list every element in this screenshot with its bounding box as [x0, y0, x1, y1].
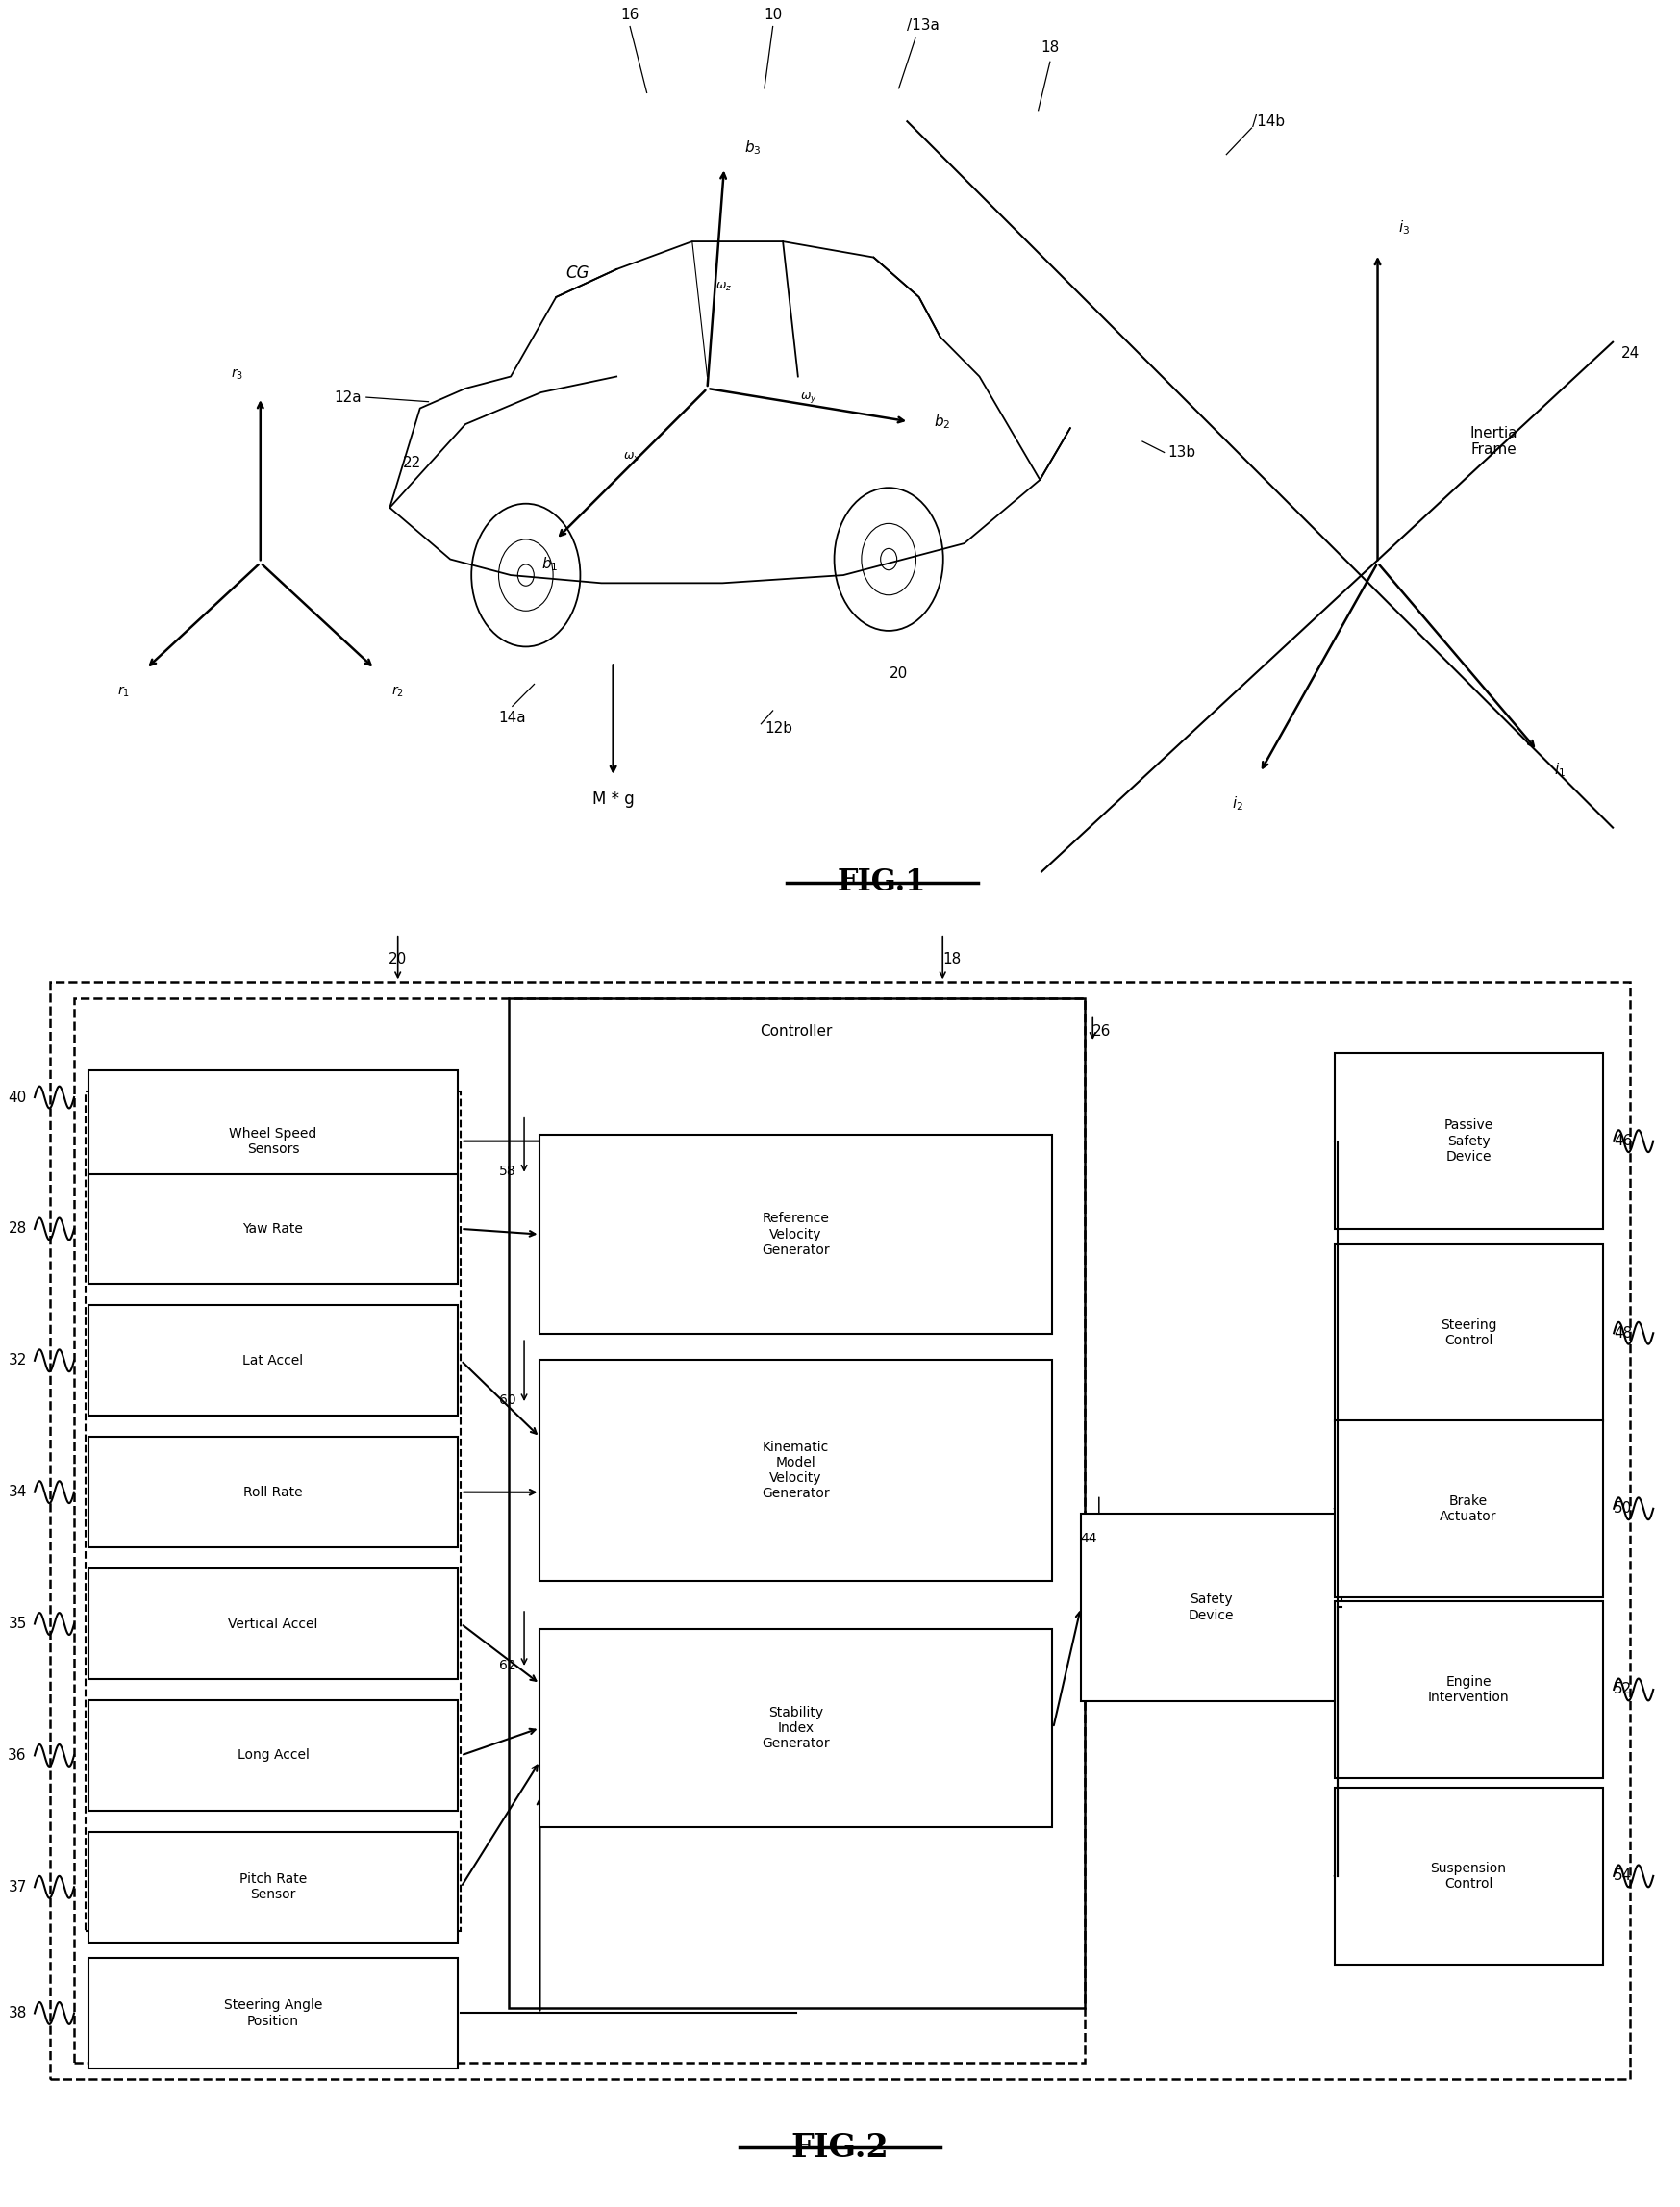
Text: 40: 40 [8, 1090, 27, 1104]
Bar [1080, 1514, 1341, 1702]
Bar [89, 1304, 459, 1415]
Text: $i_2$: $i_2$ [1231, 795, 1243, 812]
Text: $\omega_x$: $\omega_x$ [623, 450, 640, 463]
Text: 24: 24 [1621, 346, 1640, 360]
Text: /13a: /13a [907, 18, 939, 33]
Text: 28: 28 [8, 1223, 27, 1236]
Text: Roll Rate: Roll Rate [244, 1485, 302, 1499]
Bar [50, 982, 1630, 2079]
Text: 58: 58 [499, 1165, 516, 1179]
Text: Passive
Safety
Device: Passive Safety Device [1443, 1119, 1494, 1163]
Text: Inertia
Frame: Inertia Frame [1470, 426, 1517, 457]
Text: 13b: 13b [1168, 446, 1196, 459]
Bar [1334, 1421, 1603, 1598]
Text: 20: 20 [388, 951, 407, 967]
Bar [1334, 1602, 1603, 1779]
Text: 50: 50 [1614, 1501, 1633, 1516]
Text: 32: 32 [8, 1353, 27, 1368]
Bar [74, 998, 1085, 2064]
Bar [539, 1629, 1052, 1827]
Text: 18: 18 [942, 951, 961, 967]
Text: 34: 34 [8, 1485, 27, 1499]
Text: Safety
Device: Safety Device [1188, 1593, 1233, 1622]
Text: Suspension
Control: Suspension Control [1431, 1861, 1507, 1891]
Text: 18: 18 [1040, 40, 1060, 55]
Text: 20: 20 [889, 667, 909, 682]
Text: Wheel Speed
Sensors: Wheel Speed Sensors [228, 1126, 318, 1156]
Text: $b_1$: $b_1$ [541, 556, 558, 574]
Text: Yaw Rate: Yaw Rate [244, 1223, 304, 1236]
Text: 22: 22 [402, 457, 422, 470]
Text: 10: 10 [763, 7, 783, 22]
Bar [1334, 1053, 1603, 1229]
Text: Pitch Rate
Sensor: Pitch Rate Sensor [239, 1872, 307, 1902]
Text: Engine
Intervention: Engine Intervention [1428, 1675, 1509, 1704]
Text: 35: 35 [8, 1616, 27, 1631]
Bar [86, 1092, 460, 1931]
Text: Reference
Velocity
Generator: Reference Velocity Generator [761, 1212, 830, 1256]
Text: 12b: 12b [764, 722, 793, 735]
Text: /14b: /14b [1252, 115, 1285, 128]
Bar [89, 1958, 459, 2068]
Text: Lat Accel: Lat Accel [242, 1353, 304, 1368]
Bar [539, 1360, 1052, 1580]
Text: FIG.1: FIG.1 [838, 867, 926, 898]
Text: Steering Angle
Position: Steering Angle Position [223, 2000, 323, 2028]
Text: $i_3$: $i_3$ [1398, 218, 1410, 236]
Text: Stability
Index
Generator: Stability Index Generator [761, 1706, 830, 1750]
Text: Kinematic
Model
Velocity
Generator: Kinematic Model Velocity Generator [761, 1441, 830, 1501]
Text: 26: 26 [1092, 1024, 1110, 1039]
Text: Controller: Controller [759, 1024, 832, 1039]
Text: CG: CG [566, 265, 590, 282]
Bar [89, 1437, 459, 1547]
Bar [509, 998, 1085, 2008]
Bar [89, 1070, 459, 1212]
Text: Long Accel: Long Accel [237, 1748, 309, 1761]
Text: $b_3$: $b_3$ [744, 139, 761, 157]
Text: Steering
Control: Steering Control [1440, 1318, 1497, 1348]
Text: 52: 52 [1614, 1682, 1633, 1697]
Bar [89, 1832, 459, 1942]
Text: M * g: M * g [591, 790, 635, 808]
Text: FIG.2: FIG.2 [791, 2132, 889, 2163]
Text: $r_3$: $r_3$ [232, 366, 244, 382]
Text: $b_2$: $b_2$ [934, 413, 951, 430]
Text: 46: 46 [1614, 1134, 1633, 1148]
Text: $\omega_y$: $\omega_y$ [800, 391, 816, 406]
Text: $\omega_z$: $\omega_z$ [716, 280, 732, 294]
Bar [89, 1174, 459, 1284]
Text: 36: 36 [8, 1748, 27, 1763]
Text: 38: 38 [8, 2006, 27, 2019]
Text: Brake
Actuator: Brake Actuator [1440, 1494, 1497, 1523]
Bar [89, 1699, 459, 1810]
Text: 12a: 12a [334, 391, 361, 404]
Text: 37: 37 [8, 1880, 27, 1894]
Bar [89, 1569, 459, 1680]
Bar [539, 1134, 1052, 1333]
Text: 16: 16 [620, 7, 640, 22]
Text: 62: 62 [499, 1657, 516, 1673]
Text: $i_1$: $i_1$ [1554, 761, 1566, 779]
Text: 54: 54 [1614, 1869, 1633, 1883]
Text: 48: 48 [1614, 1326, 1633, 1340]
Text: Vertical Accel: Vertical Accel [228, 1618, 318, 1631]
Text: $r_1$: $r_1$ [118, 684, 129, 700]
Bar [1334, 1245, 1603, 1421]
Text: 14a: 14a [499, 711, 526, 726]
Text: $r_2$: $r_2$ [391, 684, 403, 700]
Text: 44: 44 [1080, 1532, 1097, 1545]
Text: 60: 60 [499, 1393, 516, 1406]
Bar [1334, 1788, 1603, 1964]
